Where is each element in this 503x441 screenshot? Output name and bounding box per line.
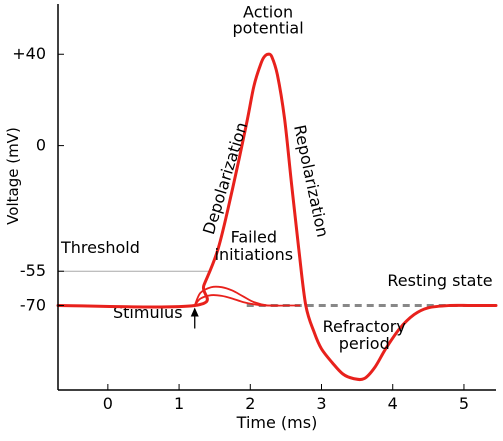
action-potential-line (56, 52, 498, 382)
resting-state-label: Resting state (387, 271, 492, 290)
y-tick-label--70: -70 (20, 295, 46, 314)
annotation-period: period (339, 334, 390, 353)
y-tick-label--55: -55 (20, 261, 46, 280)
y-axis-label: Voltage (mV) (4, 127, 22, 225)
failed-initiation-line-2 (193, 294, 279, 307)
annotation-failed: Failed (231, 228, 277, 247)
x-tick-label-0: 0 (103, 394, 113, 413)
annotation-refractory: Refractory (323, 317, 406, 336)
stimulus-arrow-head (190, 307, 199, 317)
y-tick-label-+40: +40 (12, 44, 46, 63)
y-tick-label-0: 0 (36, 136, 46, 155)
x-tick-label-1: 1 (174, 394, 184, 413)
x-tick-label-4: 4 (388, 394, 398, 413)
annotation-potential: potential (233, 19, 304, 38)
annotation-initiations: initiations (215, 245, 294, 264)
x-tick-label-5: 5 (459, 394, 469, 413)
x-tick-label-3: 3 (316, 394, 326, 413)
x-tick-label-2: 2 (245, 394, 255, 413)
x-axis-label: Time (ms) (236, 413, 318, 432)
threshold-label: Threshold (60, 238, 140, 257)
annotation-action: Action (243, 3, 293, 22)
